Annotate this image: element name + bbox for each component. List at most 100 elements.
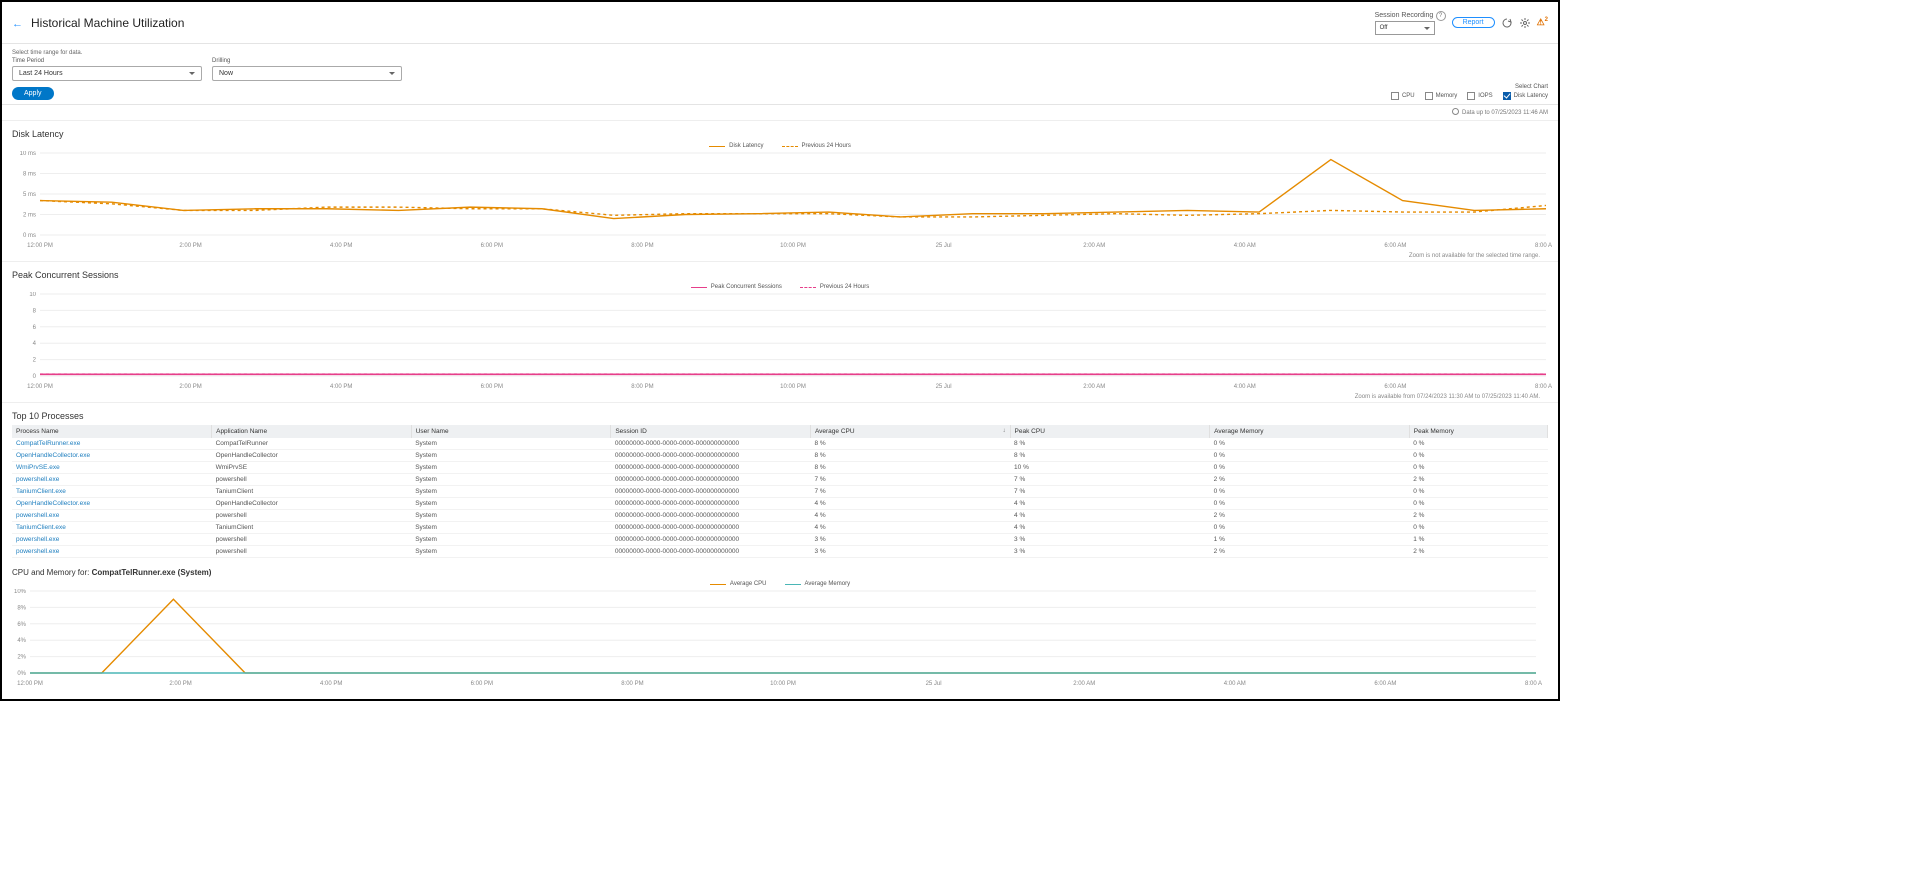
process-link[interactable]: TaniumClient.exe [12,486,212,498]
col-header[interactable]: Session ID [611,425,811,438]
svg-text:0%: 0% [17,671,26,677]
disk-latency-title: Disk Latency [12,129,1548,139]
table-cell: 0 % [1210,438,1410,450]
svg-text:2:00 AM: 2:00 AM [1073,681,1095,687]
table-cell: OpenHandleCollector [212,498,412,510]
svg-text:2:00 AM: 2:00 AM [1083,243,1105,249]
table-cell: 0 % [1210,522,1410,534]
process-link[interactable]: powershell.exe [12,534,212,546]
gear-icon[interactable] [1519,17,1531,29]
table-cell: 7 % [810,474,1010,486]
svg-text:2:00 PM: 2:00 PM [179,384,201,390]
svg-text:6:00 PM: 6:00 PM [481,384,503,390]
table-cell: System [411,438,611,450]
table-cell: 2 % [1409,510,1547,522]
session-recording-select[interactable]: Off [1375,21,1435,35]
time-period-select[interactable]: Last 24 Hours [12,66,202,81]
table-cell: 4 % [810,522,1010,534]
table-cell: 3 % [810,534,1010,546]
table-cell: 00000000-0000-0000-0000-000000000000 [611,450,811,462]
cpu-mem-legend: Average CPU Average Memory [2,581,1558,587]
table-cell: System [411,462,611,474]
page-title: Historical Machine Utilization [31,16,184,30]
help-icon[interactable]: ? [1436,11,1446,21]
table-row: powershell.exepowershellSystem00000000-0… [12,474,1548,486]
chk-memory[interactable]: Memory [1425,92,1458,100]
table-cell: 8 % [810,450,1010,462]
col-header[interactable]: Average CPU↓ [810,425,1010,438]
session-recording-label: Session Recording [1375,12,1434,19]
col-header[interactable]: Application Name [212,425,412,438]
sessions-chart: 024681012:00 PM2:00 PM4:00 PM6:00 PM8:00… [12,292,1552,392]
table-cell: powershell [212,474,412,486]
table-cell: 7 % [810,486,1010,498]
chk-iops[interactable]: IOPS [1467,92,1492,100]
svg-text:8:00 AM: 8:00 AM [1535,384,1552,390]
process-link[interactable]: TaniumClient.exe [12,522,212,534]
filters-hint: Select time range for data. [12,50,402,56]
col-header[interactable]: Process Name [12,425,212,438]
table-cell: 00000000-0000-0000-0000-000000000000 [611,522,811,534]
col-header[interactable]: Average Memory [1210,425,1410,438]
drilling-select[interactable]: Now [212,66,402,81]
table-cell: 00000000-0000-0000-0000-000000000000 [611,462,811,474]
apply-button[interactable]: Apply [12,87,54,100]
table-cell: 8 % [1010,450,1210,462]
col-header[interactable]: Peak Memory [1409,425,1547,438]
process-link[interactable]: powershell.exe [12,546,212,558]
table-cell: 0 % [1409,450,1547,462]
col-header[interactable]: Peak CPU [1010,425,1210,438]
svg-text:8%: 8% [17,605,26,611]
svg-text:8:00 AM: 8:00 AM [1535,243,1552,249]
svg-text:8: 8 [33,308,37,314]
svg-text:10: 10 [29,292,36,298]
svg-text:5 ms: 5 ms [23,192,36,198]
table-cell: 8 % [810,438,1010,450]
svg-text:4:00 PM: 4:00 PM [330,384,352,390]
time-period-value: Last 24 Hours [19,70,63,77]
table-cell: 0 % [1409,498,1547,510]
svg-text:8:00 AM: 8:00 AM [1525,681,1542,687]
table-cell: 00000000-0000-0000-0000-000000000000 [611,510,811,522]
back-icon[interactable]: ← [12,18,23,30]
session-recording-value: Off [1380,25,1388,31]
cpu-mem-title: CPU and Memory for: CompatTelRunner.exe … [2,560,1558,577]
col-header[interactable]: User Name [411,425,611,438]
table-cell: 7 % [1010,486,1210,498]
table-cell: 2 % [1210,474,1410,486]
table-cell: System [411,474,611,486]
svg-text:2 ms: 2 ms [23,213,36,219]
table-cell: System [411,522,611,534]
refresh-icon[interactable] [1501,17,1513,29]
process-link[interactable]: powershell.exe [12,474,212,486]
svg-text:12:00 PM: 12:00 PM [17,681,43,687]
table-cell: 00000000-0000-0000-0000-000000000000 [611,498,811,510]
process-link[interactable]: OpenHandleCollector.exe [12,450,212,462]
warning-icon[interactable]: ⚠2 [1537,17,1548,28]
table-row: TaniumClient.exeTaniumClientSystem000000… [12,486,1548,498]
session-recording-group: Session Recording ? Off [1375,10,1446,35]
table-cell: 1 % [1210,534,1410,546]
process-link[interactable]: OpenHandleCollector.exe [12,498,212,510]
sort-indicator-icon: ↓ [1003,428,1006,434]
table-row: powershell.exepowershellSystem00000000-0… [12,546,1548,558]
filter-bar: Select time range for data. Time Period … [2,44,1558,105]
report-button[interactable]: Report [1452,17,1495,28]
process-link[interactable]: WmiPrvSE.exe [12,462,212,474]
table-cell: 7 % [1010,474,1210,486]
chk-cpu[interactable]: CPU [1391,92,1415,100]
svg-text:12:00 PM: 12:00 PM [27,384,53,390]
svg-text:12:00 PM: 12:00 PM [27,243,53,249]
table-row: OpenHandleCollector.exeOpenHandleCollect… [12,498,1548,510]
chk-disk-latency[interactable]: Disk Latency [1503,92,1548,100]
svg-text:6:00 AM: 6:00 AM [1374,681,1396,687]
process-link[interactable]: CompatTelRunner.exe [12,438,212,450]
svg-text:4:00 AM: 4:00 AM [1224,681,1246,687]
drilling-label: Drilling [212,58,402,64]
table-cell: 0 % [1210,486,1410,498]
process-link[interactable]: powershell.exe [12,510,212,522]
svg-text:6:00 PM: 6:00 PM [471,681,493,687]
cpu-mem-chart: 0%2%4%6%8%10%12:00 PM2:00 PM4:00 PM6:00 … [2,589,1542,689]
table-cell: 4 % [1010,498,1210,510]
table-cell: 2 % [1210,546,1410,558]
